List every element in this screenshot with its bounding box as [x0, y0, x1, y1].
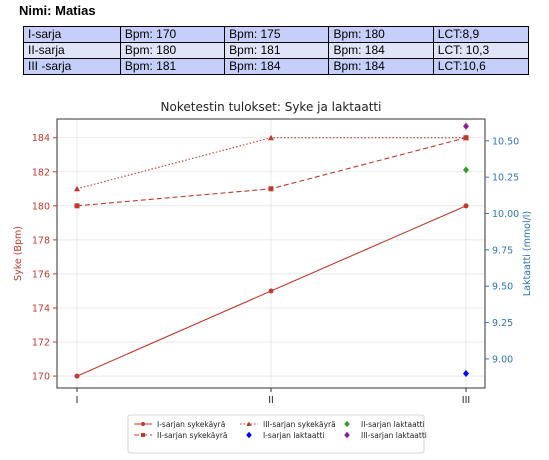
table-cell: Bpm: 181 — [224, 42, 330, 59]
series-3-point — [74, 185, 80, 192]
legend-box — [127, 414, 425, 454]
table-cell: LCT:10,6 — [432, 58, 530, 75]
chart-title: Noketestin tulokset: Syke ja laktaatti — [161, 100, 382, 114]
legend-label: II-sarjan laktaatti — [361, 420, 425, 429]
results-table: I-sarja Bpm: 170 Bpm: 175 Bpm: 180 LCT:8,9 II… — [23, 26, 530, 75]
x-tick-label: II — [268, 395, 274, 406]
series-1-point — [463, 203, 469, 209]
y-left-tick-label: 170 — [32, 372, 50, 383]
table-row: II-sarja Bpm: 180 Bpm: 181 Bpm: 184 LCT: 10,… — [23, 42, 530, 59]
y-right-tick-label: 10.50 — [492, 136, 519, 147]
y-right-tick-label: 10.25 — [492, 173, 519, 184]
y-right-tick-label: 10.00 — [492, 209, 519, 220]
series-6-point — [463, 122, 469, 130]
table-cell: Bpm: 170 — [119, 26, 226, 43]
legend-label: II-sarjan sykekäyrä — [157, 431, 228, 440]
athlete-name: Nimi: Matias — [19, 3, 96, 18]
legend-swatch-marker — [141, 422, 145, 426]
table-row: III -sarja Bpm: 181 Bpm: 184 Bpm: 184 LCT:10… — [23, 58, 530, 75]
row-label-cell: III -sarja — [23, 58, 121, 75]
y-left-tick-label: 180 — [32, 201, 50, 212]
legend-label: I-sarjan sykekäyrä — [157, 420, 225, 429]
series-1-point — [268, 288, 274, 294]
y-right-axis-label: Laktaatti (mmol/l) — [522, 211, 533, 296]
y-right-tick-label: 9.50 — [492, 282, 513, 293]
series-3-point — [463, 134, 469, 141]
legend-swatch-marker — [246, 421, 252, 426]
table-cell: Bpm: 184 — [224, 58, 330, 75]
series-line-3 — [76, 137, 466, 190]
table-cell: Bpm: 181 — [119, 58, 226, 75]
legend-swatch-marker — [344, 420, 350, 428]
series-1-point — [74, 373, 80, 379]
y-right-tick-label: 9.75 — [492, 245, 513, 256]
legend-swatch-marker — [141, 433, 145, 437]
y-left-axis-label: Syke (Bpm) — [13, 226, 24, 281]
table-cell: Bpm: 175 — [224, 26, 330, 43]
y-right-tick-label: 9.00 — [492, 354, 513, 365]
series-3-point — [268, 134, 274, 141]
series-2-point — [74, 203, 80, 209]
legend-label: I-sarjan laktaatti — [263, 431, 324, 440]
table-cell: LCT:8,9 — [432, 26, 530, 43]
x-tick-label: I — [76, 395, 79, 406]
y-left-tick-label: 174 — [32, 303, 50, 314]
x-tick-label: III — [462, 395, 470, 406]
series-4-point — [463, 369, 469, 377]
legend-label: III-sarjan sykekäyrä — [263, 420, 336, 429]
row-label-cell: II-sarja — [23, 42, 121, 59]
y-left-tick-label: 176 — [32, 269, 50, 280]
y-left-tick-label: 184 — [32, 133, 50, 144]
table-cell: Bpm: 184 — [328, 58, 434, 75]
legend-swatch-marker — [246, 431, 252, 439]
legend-label: III-sarjan laktaatti — [361, 431, 427, 440]
series-2-point — [268, 186, 274, 192]
y-left-tick-label: 182 — [32, 167, 50, 178]
y-left-tick-label: 178 — [32, 235, 50, 246]
y-left-tick-label: 172 — [32, 338, 50, 349]
y-right-tick-label: 9.25 — [492, 318, 513, 329]
heart-rate-lactate-chart: Noketestin tulokset: Syke ja laktaatti 17… — [13, 100, 533, 454]
table-row: I-sarja Bpm: 170 Bpm: 175 Bpm: 180 LCT:8,9 — [23, 26, 530, 43]
row-label-cell: I-sarja — [23, 26, 121, 43]
table-cell: Bpm: 184 — [328, 42, 434, 59]
table-cell: Bpm: 180 — [328, 26, 434, 43]
legend-swatch-marker — [344, 431, 350, 439]
table-cell: LCT: 10,3 — [432, 42, 530, 59]
table-cell: Bpm: 180 — [119, 42, 226, 59]
series-5-point — [463, 166, 469, 174]
